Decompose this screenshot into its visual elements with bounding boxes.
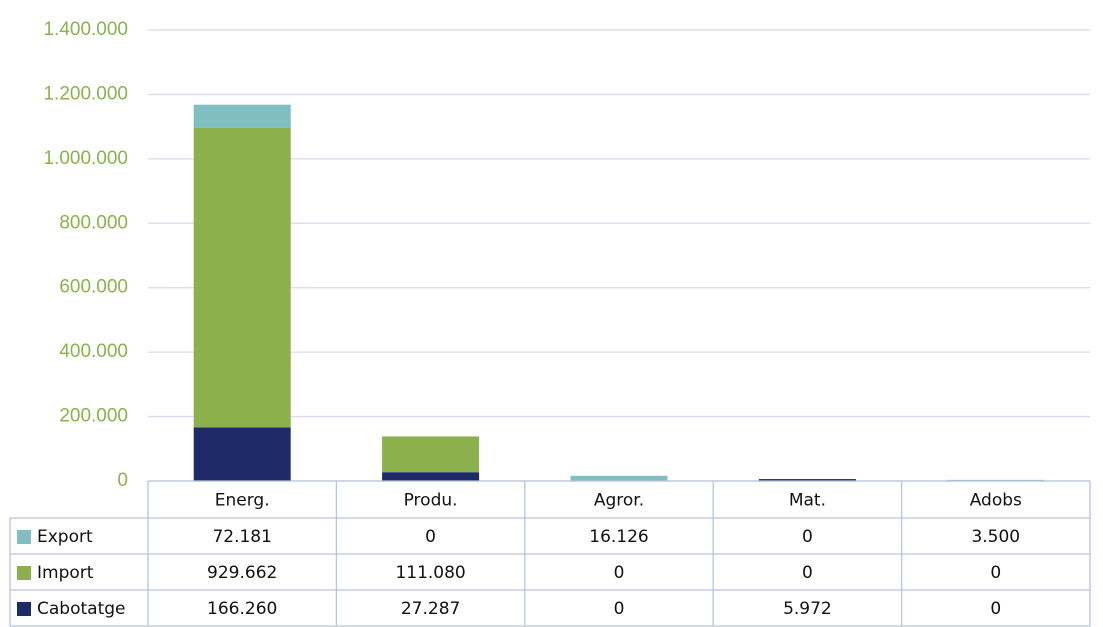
x-tick-label: Produ. <box>404 491 458 511</box>
legend-swatch <box>17 602 31 616</box>
table-value: 0 <box>425 527 436 547</box>
bar-segment <box>382 472 480 481</box>
table-value: 0 <box>990 599 1001 619</box>
table-value: 0 <box>802 563 813 583</box>
y-tick-label: 800.000 <box>59 212 128 233</box>
legend-label: Cabotatge <box>37 599 125 619</box>
x-tick-label: Adobs <box>970 491 1022 511</box>
legend-label: Export <box>37 527 93 547</box>
legend-swatch <box>17 566 31 580</box>
bar-segment <box>193 127 291 428</box>
x-tick-label: Agror. <box>594 491 644 511</box>
table-value: 166.260 <box>207 599 277 619</box>
y-tick-label: 400.000 <box>59 341 128 362</box>
bar-segment <box>193 427 291 481</box>
table-value: 0 <box>614 599 625 619</box>
table-value: 0 <box>802 527 813 547</box>
y-tick-label: 0 <box>117 470 128 491</box>
bar-segment <box>382 436 480 473</box>
bar-segment <box>193 104 291 128</box>
table-value: 0 <box>990 563 1001 583</box>
y-tick-label: 1.000.000 <box>43 148 128 169</box>
bar-segment <box>758 479 856 481</box>
legend-label: Import <box>37 563 94 583</box>
table-value: 5.972 <box>783 599 832 619</box>
table-value: 72.181 <box>212 527 271 547</box>
table-value: 3.500 <box>971 527 1020 547</box>
y-tick-label: 1.200.000 <box>43 83 128 104</box>
table-value: 0 <box>614 563 625 583</box>
x-tick-label: Energ. <box>215 491 270 511</box>
table-value: 111.080 <box>395 563 465 583</box>
legend-swatch <box>17 530 31 544</box>
y-tick-label: 1.400.000 <box>43 19 128 40</box>
x-tick-label: Mat. <box>789 491 826 511</box>
table-value: 27.287 <box>401 599 460 619</box>
y-tick-label: 600.000 <box>59 277 128 298</box>
bar-segment <box>570 475 668 481</box>
y-tick-label: 200.000 <box>59 406 128 427</box>
table-value: 16.126 <box>589 527 648 547</box>
table-value: 929.662 <box>207 563 277 583</box>
